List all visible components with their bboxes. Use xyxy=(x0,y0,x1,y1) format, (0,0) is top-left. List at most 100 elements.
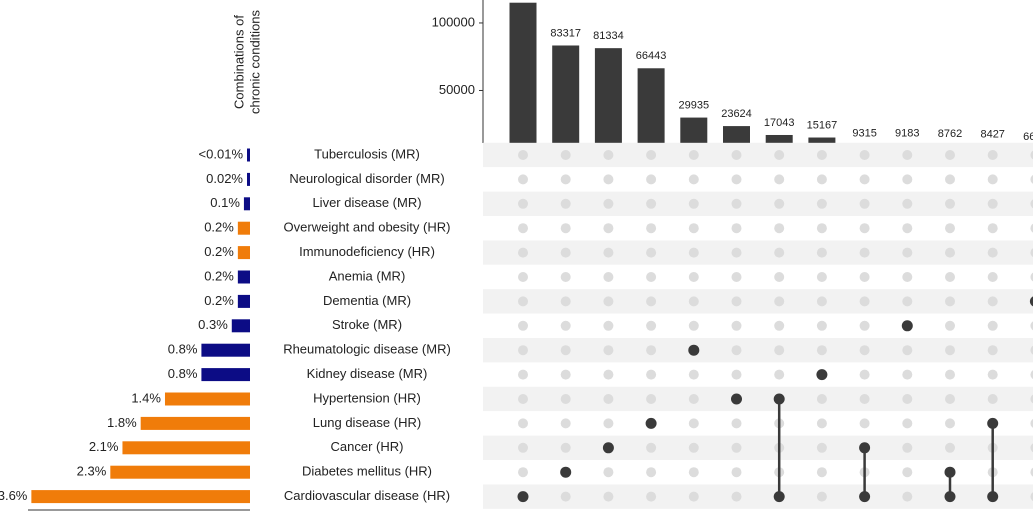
set-bar xyxy=(122,441,250,455)
matrix-dot-inactive xyxy=(1030,175,1033,184)
set-size-label: 0.2% xyxy=(204,220,234,235)
matrix-dot-inactive xyxy=(646,272,657,282)
matrix-dot-inactive xyxy=(646,345,657,356)
matrix-dot-inactive xyxy=(902,467,913,478)
matrix-dot-inactive xyxy=(987,247,998,258)
matrix-dot-inactive xyxy=(518,345,528,356)
matrix-row xyxy=(483,362,1033,387)
set-bar xyxy=(231,319,250,333)
set-bar xyxy=(201,343,250,357)
matrix-dot-inactive xyxy=(1030,419,1033,428)
set-name: Overweight and obesity (HR) xyxy=(284,220,451,235)
matrix-row xyxy=(483,411,1033,436)
set-size-label: 0.02% xyxy=(206,171,243,186)
matrix-dot-inactive xyxy=(902,296,913,307)
matrix-dot-inactive xyxy=(731,174,742,185)
matrix-dot-inactive xyxy=(603,491,614,502)
matrix-dot-inactive xyxy=(688,272,699,282)
matrix-dot-inactive xyxy=(518,296,528,307)
matrix-dot-inactive xyxy=(646,174,657,185)
bar-label: 23624 xyxy=(721,108,752,120)
matrix-row xyxy=(483,484,1033,509)
matrix-dot-inactive xyxy=(688,467,699,478)
set-name: Hypertension (HR) xyxy=(313,390,421,405)
set-size-label: <0.01% xyxy=(199,146,244,161)
matrix-dot-inactive xyxy=(560,491,571,502)
matrix-row xyxy=(483,264,1033,290)
matrix-dot-inactive xyxy=(646,296,657,307)
matrix-dot xyxy=(816,369,828,381)
matrix-dot-inactive xyxy=(560,320,571,331)
matrix-dot-inactive xyxy=(859,296,870,307)
matrix-dot xyxy=(901,320,913,332)
matrix-dot-inactive xyxy=(603,198,614,209)
matrix-dot-inactive xyxy=(646,198,657,209)
matrix-dot xyxy=(859,491,871,503)
matrix-dot-inactive xyxy=(518,223,528,234)
matrix-dot-inactive xyxy=(688,247,699,258)
matrix-row xyxy=(483,338,1033,363)
matrix-dot-inactive xyxy=(774,345,785,356)
matrix-dot-inactive xyxy=(859,174,870,185)
matrix-dot-inactive xyxy=(1030,394,1033,404)
bar-label: 9315 xyxy=(852,127,876,139)
matrix-dot-inactive xyxy=(1030,248,1033,257)
matrix-row xyxy=(483,216,1033,241)
matrix-dot xyxy=(645,417,657,429)
matrix-dot-inactive xyxy=(859,394,870,404)
matrix-dot-inactive xyxy=(603,174,614,185)
matrix-dot-inactive xyxy=(902,272,913,282)
matrix-dot-inactive xyxy=(902,491,913,502)
matrix-dot-inactive xyxy=(731,369,742,380)
matrix-dot-inactive xyxy=(603,247,614,258)
set-name: Dementia (MR) xyxy=(323,293,411,308)
matrix-dot xyxy=(773,491,785,503)
matrix-dot-inactive xyxy=(902,174,913,185)
matrix-dot-inactive xyxy=(518,394,528,404)
matrix-dot-inactive xyxy=(603,223,614,234)
matrix-dot-inactive xyxy=(518,320,528,331)
set-bar xyxy=(247,172,250,186)
matrix-dot-inactive xyxy=(987,345,998,356)
set-size-label: 1.4% xyxy=(131,390,161,405)
set-bar xyxy=(201,368,250,382)
matrix-dot-inactive xyxy=(774,223,785,234)
matrix-dot-inactive xyxy=(646,394,657,404)
set-name: Neurological disorder (MR) xyxy=(289,171,444,186)
set-name: Kidney disease (MR) xyxy=(307,366,428,381)
bar-label: 6600 xyxy=(1023,131,1033,143)
matrix-dot-inactive xyxy=(688,320,699,331)
set-name: Cardiovascular disease (HR) xyxy=(284,488,450,503)
matrix-dot-inactive xyxy=(945,345,955,356)
matrix-dot-inactive xyxy=(560,272,571,282)
matrix-dot-inactive xyxy=(518,418,528,429)
y-tick-label: 100000 xyxy=(432,14,475,29)
matrix-dot-inactive xyxy=(646,247,657,258)
matrix-dot xyxy=(773,393,785,405)
matrix-dot-inactive xyxy=(603,394,614,404)
matrix-dot-inactive xyxy=(688,442,699,453)
matrix-dot xyxy=(688,344,700,356)
matrix-dot-inactive xyxy=(987,369,998,380)
matrix-dot-inactive xyxy=(816,272,827,282)
matrix-dot-inactive xyxy=(859,345,870,356)
matrix-dot-inactive xyxy=(688,296,699,307)
matrix-row xyxy=(483,313,1033,338)
matrix-dot-inactive xyxy=(1030,150,1033,160)
set-size-label: 2.3% xyxy=(77,464,107,479)
y-axis-title: Combinations of chronic conditions xyxy=(231,9,262,114)
bar-label: 29935 xyxy=(679,99,710,111)
set-bar xyxy=(164,392,250,406)
matrix-dot-inactive xyxy=(560,394,571,404)
matrix-dot-inactive xyxy=(774,198,785,209)
matrix-dot-inactive xyxy=(859,247,870,258)
matrix-row xyxy=(483,435,1033,460)
matrix-dot-inactive xyxy=(731,491,742,502)
matrix-dot-inactive xyxy=(987,150,998,160)
matrix-dot-inactive xyxy=(816,467,827,478)
matrix-dot-inactive xyxy=(688,418,699,429)
matrix-dot-inactive xyxy=(902,198,913,209)
matrix-dot-inactive xyxy=(945,369,955,380)
set-size-label: 0.8% xyxy=(168,366,198,381)
matrix-dot-inactive xyxy=(816,223,827,234)
